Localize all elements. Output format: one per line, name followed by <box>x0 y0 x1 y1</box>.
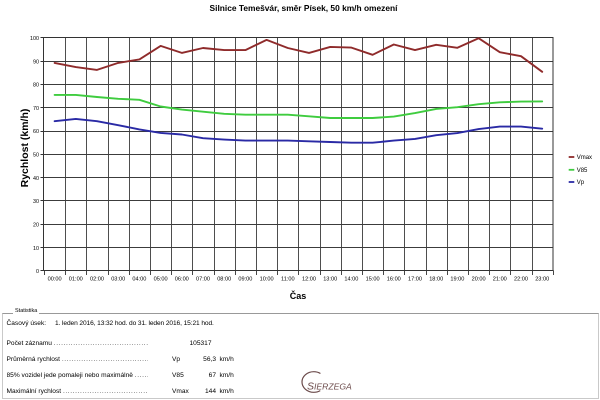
svg-text:17:00: 17:00 <box>408 277 422 283</box>
svg-text:20:00: 20:00 <box>472 277 486 283</box>
svg-text:00:00: 00:00 <box>48 277 62 283</box>
svg-text:40: 40 <box>33 176 39 182</box>
svg-text:23:00: 23:00 <box>535 277 549 283</box>
svg-text:V85: V85 <box>577 168 588 174</box>
svg-text:02:00: 02:00 <box>90 277 104 283</box>
svg-text:19:00: 19:00 <box>450 277 464 283</box>
svg-text:Čas: Čas <box>290 290 307 301</box>
svg-text:0: 0 <box>36 269 39 275</box>
svg-text:08:00: 08:00 <box>217 277 231 283</box>
svg-text:50: 50 <box>33 153 39 159</box>
svg-text:13:00: 13:00 <box>323 277 337 283</box>
svg-text:09:00: 09:00 <box>238 277 252 283</box>
svg-text:90: 90 <box>33 59 39 65</box>
svg-text:01:00: 01:00 <box>69 277 83 283</box>
svg-text:60: 60 <box>33 129 39 135</box>
svg-text:10: 10 <box>33 246 39 252</box>
svg-text:15:00: 15:00 <box>366 277 380 283</box>
svg-text:21:00: 21:00 <box>493 277 507 283</box>
svg-text:Silnice Temešvár, směr Písek,: Silnice Temešvár, směr Písek, 50 km/h om… <box>210 3 399 13</box>
svg-text:80: 80 <box>33 83 39 89</box>
svg-text:12:00: 12:00 <box>302 277 316 283</box>
svg-text:70: 70 <box>33 106 39 112</box>
svg-text:11:00: 11:00 <box>281 277 295 283</box>
svg-text:05:00: 05:00 <box>154 277 168 283</box>
svg-text:03:00: 03:00 <box>111 277 125 283</box>
svg-text:Vmax: Vmax <box>577 155 592 161</box>
svg-text:18:00: 18:00 <box>429 277 443 283</box>
svg-text:Rychlost (km/h): Rychlost (km/h) <box>19 109 31 188</box>
svg-text:14:00: 14:00 <box>344 277 358 283</box>
svg-text:SIERZEGA: SIERZEGA <box>307 381 352 393</box>
svg-text:10:00: 10:00 <box>260 277 274 283</box>
svg-text:06:00: 06:00 <box>175 277 189 283</box>
svg-text:22:00: 22:00 <box>514 277 528 283</box>
svg-text:100: 100 <box>30 36 39 42</box>
svg-text:20: 20 <box>33 223 39 229</box>
svg-text:16:00: 16:00 <box>387 277 401 283</box>
svg-text:Vp: Vp <box>577 180 585 186</box>
svg-text:07:00: 07:00 <box>196 277 210 283</box>
svg-text:04:00: 04:00 <box>132 277 146 283</box>
svg-text:30: 30 <box>33 199 39 205</box>
